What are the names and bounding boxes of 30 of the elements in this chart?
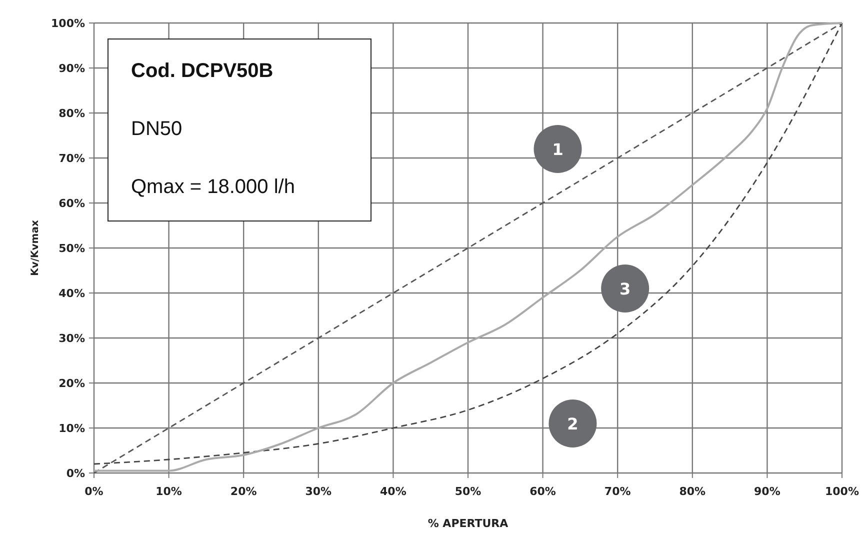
x-tick-label: 60%	[530, 485, 556, 498]
x-axis-title: % APERTURA	[428, 517, 509, 530]
annotation: DN50	[131, 118, 182, 140]
x-tick-label: 90%	[754, 485, 780, 498]
x-tick-label: 70%	[604, 485, 631, 498]
x-tick-label: 40%	[380, 485, 406, 498]
y-tick-label: 100%	[51, 17, 85, 30]
x-tick-label: 0%	[84, 485, 104, 498]
y-axis-title: Kv/Kvmax	[30, 220, 41, 276]
y-tick-label: 80%	[58, 107, 85, 120]
y-tick-label: 10%	[58, 422, 85, 435]
y-tick-label: 40%	[58, 287, 85, 300]
x-tick-label: 20%	[230, 485, 257, 498]
annotation: Qmax = 18.000 l/h	[131, 176, 295, 198]
y-tick-label: 30%	[58, 332, 85, 345]
annotation: Cod. DCPV50B	[131, 60, 274, 82]
y-tick-label: 20%	[58, 377, 85, 390]
x-tick-label: 80%	[679, 485, 706, 498]
x-tick-label: 50%	[454, 485, 482, 498]
annotation: 2	[567, 414, 578, 434]
x-tick-label: 30%	[305, 485, 332, 498]
annotation: 3	[620, 280, 631, 298]
y-tick-label: 50%	[58, 242, 85, 255]
x-tick-label: 10%	[156, 485, 182, 498]
y-tick-label: 60%	[58, 197, 85, 210]
x-tick-label: 100%	[825, 485, 859, 498]
annotation: 1	[552, 140, 564, 159]
y-tick-label: 70%	[58, 152, 85, 165]
y-tick-label: 0%	[66, 467, 85, 480]
y-tick-label: 90%	[58, 62, 85, 75]
